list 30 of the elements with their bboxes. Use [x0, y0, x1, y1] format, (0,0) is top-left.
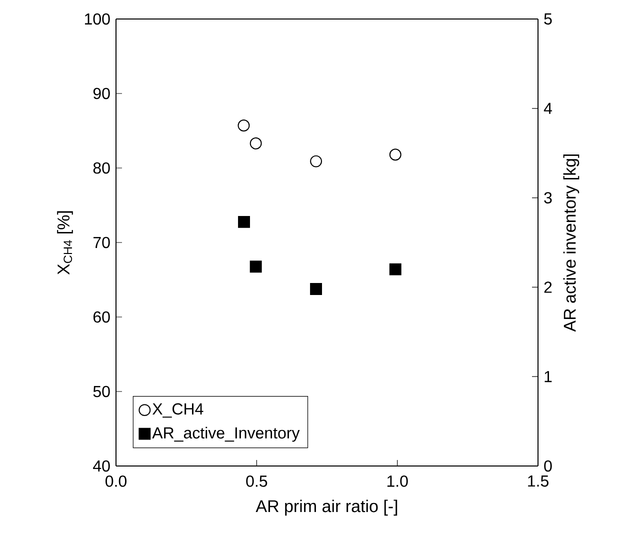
x-tick-label: 0.0: [106, 476, 127, 487]
point: [310, 283, 322, 295]
point: [250, 137, 262, 150]
y2-tick-label: 4: [544, 102, 552, 114]
y-tick-label: 50: [93, 386, 110, 398]
y2-tick-label: 5: [544, 13, 552, 25]
point: [389, 263, 402, 276]
x-tick-label: 1.0: [387, 476, 408, 487]
point: [238, 216, 250, 228]
legend-label: AR_active_Inventory: [152, 426, 300, 442]
point: [310, 155, 322, 168]
y2-tick-label: 0: [544, 460, 552, 472]
y-tick-label: 100: [84, 13, 110, 25]
y-tick-label: 70: [94, 236, 110, 248]
y2-tick-label: 1: [544, 371, 552, 382]
y-tick-label: 60: [93, 311, 110, 323]
y-axis-title: X$_{CH4}$ [%]: [57, 211, 73, 275]
y-tick-label: 90: [93, 88, 110, 100]
y2-tick-label: 2: [544, 282, 552, 293]
x-tick-label: 0.5: [246, 476, 268, 487]
point: [389, 148, 402, 161]
legend-label: X_CH4: [152, 403, 204, 418]
y-tick-label: 40: [93, 460, 110, 472]
point: [238, 120, 250, 132]
point: [250, 260, 262, 273]
y2-axis-title: AR active inventory [kg]: [563, 154, 580, 332]
y2-tick-label: 3: [544, 192, 552, 204]
x-axis-title: AR prim air ratio [-]: [256, 500, 398, 516]
y-tick-label: 80: [93, 162, 110, 174]
x-tick-label: 1.5: [528, 476, 548, 487]
